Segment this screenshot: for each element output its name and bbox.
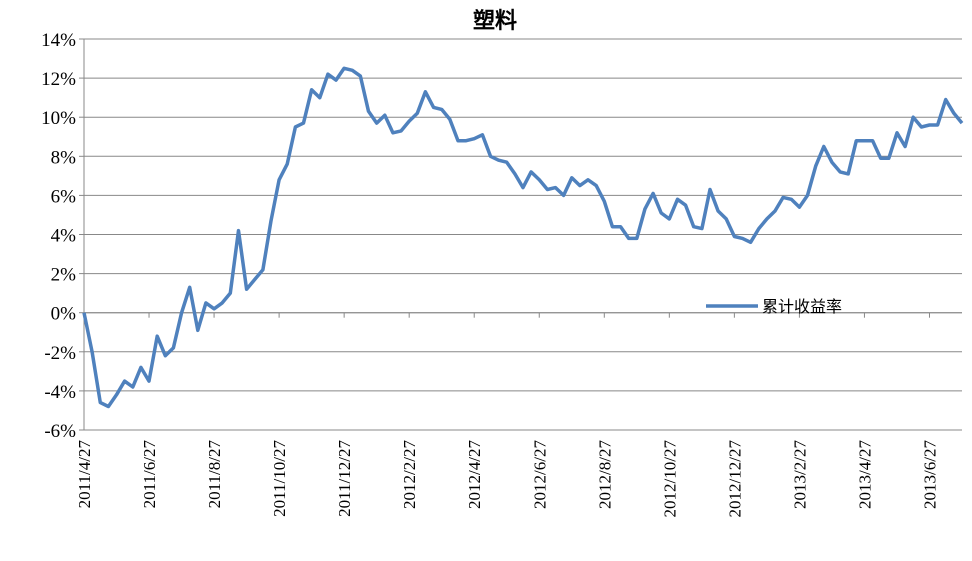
y-tick-label: 0% <box>51 304 77 325</box>
x-tick-label: 2011/8/27 <box>205 440 224 509</box>
y-tick-label: -6% <box>44 421 76 442</box>
y-tick-label: 2% <box>51 265 77 286</box>
x-tick-label: 2013/4/27 <box>855 440 874 509</box>
y-tick-label: 6% <box>51 186 77 207</box>
y-tick-label: 14% <box>41 30 76 51</box>
x-tick-label: 2011/4/27 <box>75 440 94 509</box>
x-tick-label: 2011/6/27 <box>140 440 159 509</box>
legend-label: 累计收益率 <box>762 297 842 316</box>
y-tick-label: 12% <box>41 69 76 90</box>
x-tick-label: 2013/6/27 <box>920 440 939 509</box>
y-tick-label: 10% <box>41 108 76 129</box>
chart-title: 塑料 <box>473 8 517 33</box>
x-tick-label: 2012/8/27 <box>595 440 614 509</box>
x-tick-label: 2012/2/27 <box>400 440 419 509</box>
x-tick-label: 2012/4/27 <box>465 440 484 509</box>
x-tick-label: 2011/12/27 <box>335 440 354 517</box>
y-tick-label: -2% <box>44 343 76 364</box>
x-tick-label: 2012/10/27 <box>660 440 679 518</box>
x-tick-label: 2012/12/27 <box>725 440 744 518</box>
x-tick-label: 2012/6/27 <box>530 440 549 509</box>
y-tick-label: 4% <box>51 226 77 247</box>
line-series <box>82 66 964 409</box>
y-tick-label: -4% <box>44 382 76 403</box>
y-tick-label: 8% <box>51 147 77 168</box>
x-tick-label: 2013/2/27 <box>790 440 809 509</box>
x-tick-label: 2011/10/27 <box>270 440 289 517</box>
